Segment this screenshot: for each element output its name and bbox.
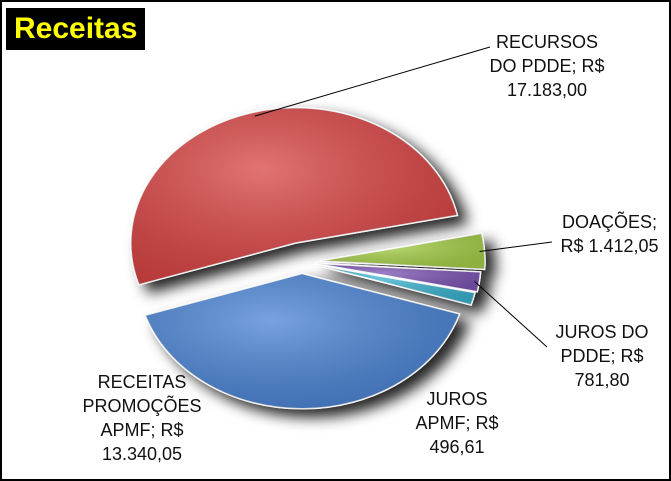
leader-line bbox=[479, 241, 553, 253]
slice-gloss bbox=[315, 263, 481, 292]
category-name: JUROS APMF bbox=[415, 389, 488, 433]
value-label: R$ 13.340,05 bbox=[101, 420, 184, 464]
data-label: JUROS DO PDDE; R$ 781,80 bbox=[542, 320, 662, 392]
category-name: RECURSOS DO PDDE bbox=[489, 32, 598, 76]
value-label: R$ 17.183,00 bbox=[506, 56, 605, 100]
data-label: RECURSOS DO PDDE; R$ 17.183,00 bbox=[482, 30, 612, 102]
label-separator: ; bbox=[150, 420, 156, 440]
slice-gloss bbox=[130, 107, 458, 285]
value-label: R$ 496,61 bbox=[429, 413, 499, 457]
leader-line bbox=[254, 46, 491, 117]
data-label: RECEITAS PROMOÇÕES APMF; R$ 13.340,05 bbox=[72, 370, 212, 466]
chart-title: Receitas bbox=[6, 8, 146, 50]
category-name: JUROS DO PDDE bbox=[555, 322, 649, 366]
data-label: JUROS APMF; R$ 496,61 bbox=[402, 387, 512, 459]
label-separator: ; bbox=[652, 212, 658, 232]
leader-line bbox=[474, 280, 548, 348]
value-label: R$ 781,80 bbox=[574, 346, 644, 390]
label-separator: ; bbox=[465, 413, 471, 433]
slice-gloss bbox=[313, 264, 475, 305]
slice-gloss bbox=[319, 233, 485, 270]
data-label: DOAÇÕES; R$ 1.412,05 bbox=[552, 210, 667, 258]
label-separator: ; bbox=[610, 346, 616, 366]
value-label: R$ 1.412,05 bbox=[560, 236, 659, 256]
slice-gloss bbox=[145, 273, 460, 409]
category-name: DOAÇÕES bbox=[561, 212, 652, 232]
label-separator: ; bbox=[571, 56, 577, 76]
category-name: RECEITAS PROMOÇÕES APMF bbox=[82, 372, 202, 440]
